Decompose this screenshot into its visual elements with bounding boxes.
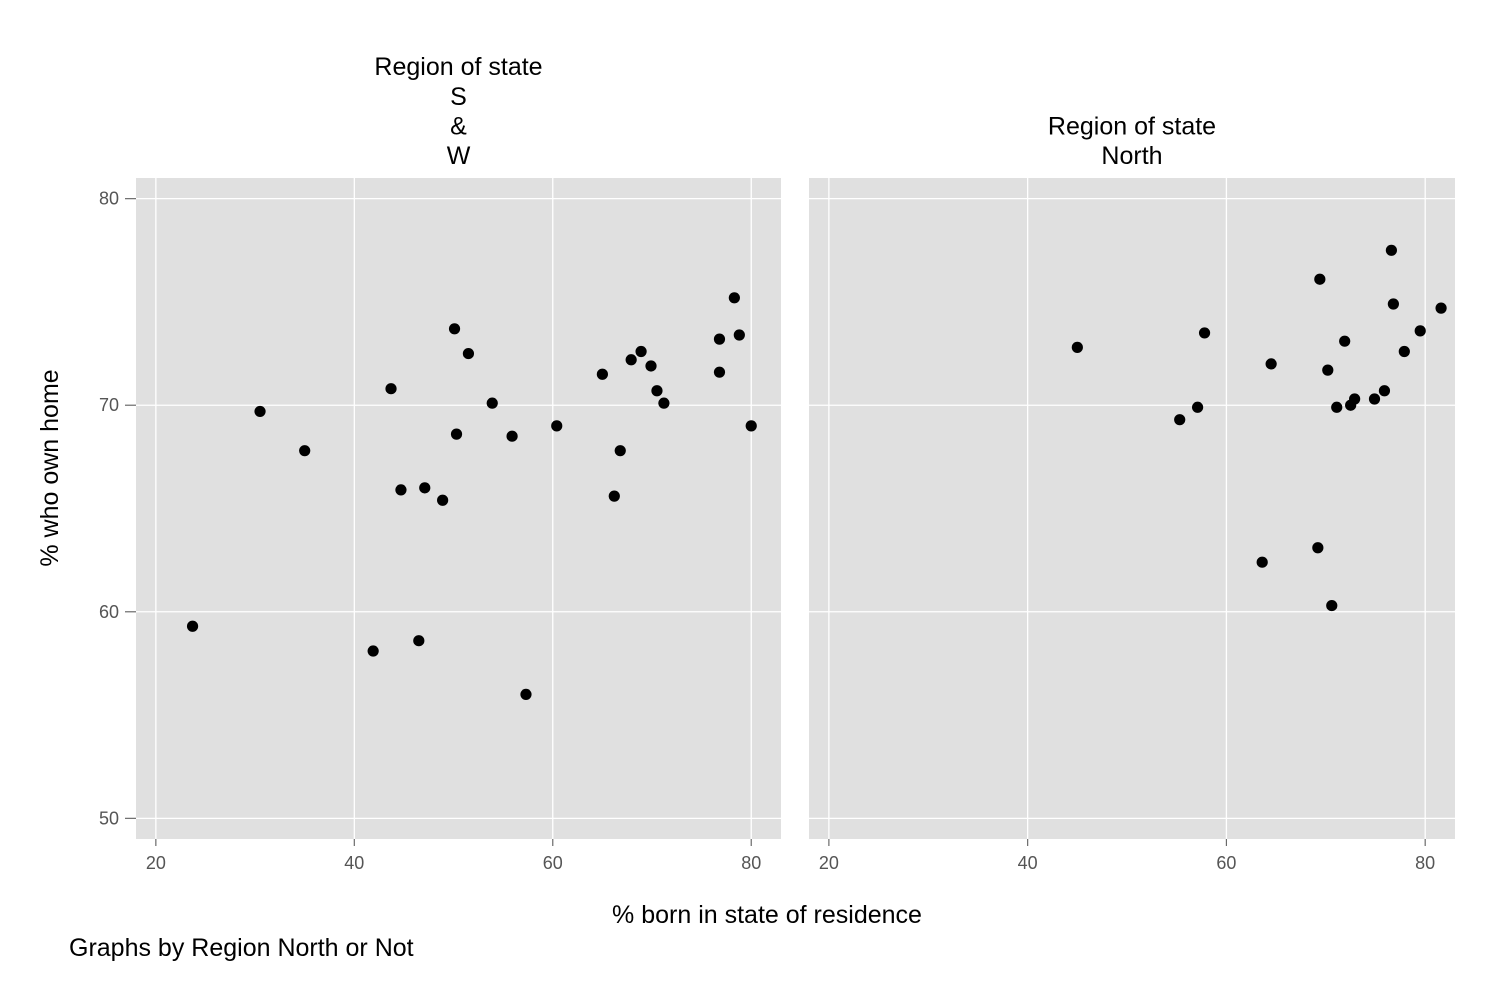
data-point	[614, 445, 626, 457]
data-point	[1326, 599, 1338, 612]
y-tick-label: 70	[99, 395, 119, 415]
x-tick-label: 20	[146, 853, 166, 873]
x-tick-label: 60	[543, 853, 563, 873]
data-point	[450, 428, 463, 440]
data-point	[713, 366, 726, 378]
data-point	[299, 445, 311, 457]
x-tick-label: 80	[741, 853, 761, 873]
data-point	[1174, 414, 1186, 426]
data-point	[1191, 401, 1204, 413]
plot-background	[136, 178, 781, 839]
data-point	[1349, 393, 1361, 405]
data-point	[1398, 345, 1410, 358]
data-point	[1435, 302, 1447, 314]
x-tick-label: 40	[1018, 853, 1038, 873]
data-point	[645, 360, 657, 372]
data-point	[658, 397, 670, 409]
data-point	[367, 645, 379, 657]
data-point	[1387, 298, 1399, 310]
data-point	[713, 333, 726, 345]
data-point	[506, 430, 518, 442]
data-point	[596, 368, 608, 380]
y-tick-label: 50	[99, 808, 119, 828]
data-point	[520, 688, 532, 701]
data-point	[437, 494, 449, 506]
x-axis-title: % born in state of residence	[612, 901, 922, 929]
x-tick-label: 20	[819, 853, 839, 873]
data-point	[1198, 327, 1211, 339]
data-point	[1331, 401, 1343, 413]
data-point	[413, 635, 425, 647]
panel-title-line: North	[1101, 142, 1162, 170]
data-point	[1378, 385, 1391, 397]
x-tick-label: 80	[1415, 853, 1435, 873]
data-point	[254, 405, 266, 418]
data-point	[1322, 364, 1334, 376]
graph-note: Graphs by Region North or Not	[69, 934, 414, 962]
panel-title-line: W	[447, 142, 471, 170]
data-point	[1385, 244, 1397, 256]
data-point	[651, 385, 663, 397]
data-point	[625, 354, 637, 366]
panel-title-line: &	[450, 112, 467, 140]
data-point	[186, 620, 199, 632]
data-point	[448, 323, 461, 335]
data-point	[1256, 556, 1268, 568]
data-point	[1312, 542, 1324, 554]
data-point	[1314, 273, 1326, 285]
x-tick-label: 60	[1216, 853, 1236, 873]
data-point	[419, 482, 431, 494]
y-tick-label: 80	[99, 189, 119, 209]
panel-title-line: Region of state	[1048, 112, 1216, 140]
data-point	[608, 490, 620, 502]
data-point	[1265, 358, 1277, 370]
data-point	[745, 420, 757, 432]
panel-title-line: S	[450, 83, 467, 111]
data-point	[1414, 325, 1426, 337]
panel-title-line: Region of state	[374, 53, 542, 81]
data-point	[551, 420, 563, 432]
plot-background	[809, 178, 1455, 839]
x-tick-label: 40	[344, 853, 364, 873]
data-point	[1339, 335, 1351, 347]
data-point	[1368, 393, 1381, 405]
y-axis-title: % who own home	[36, 369, 64, 566]
data-point	[486, 397, 498, 409]
data-point	[1071, 341, 1083, 353]
data-point	[635, 345, 647, 358]
y-tick-label: 60	[99, 602, 119, 622]
data-point	[395, 484, 407, 496]
data-point	[733, 329, 745, 341]
data-point	[462, 347, 475, 360]
data-point	[728, 292, 740, 304]
data-point	[385, 383, 397, 395]
